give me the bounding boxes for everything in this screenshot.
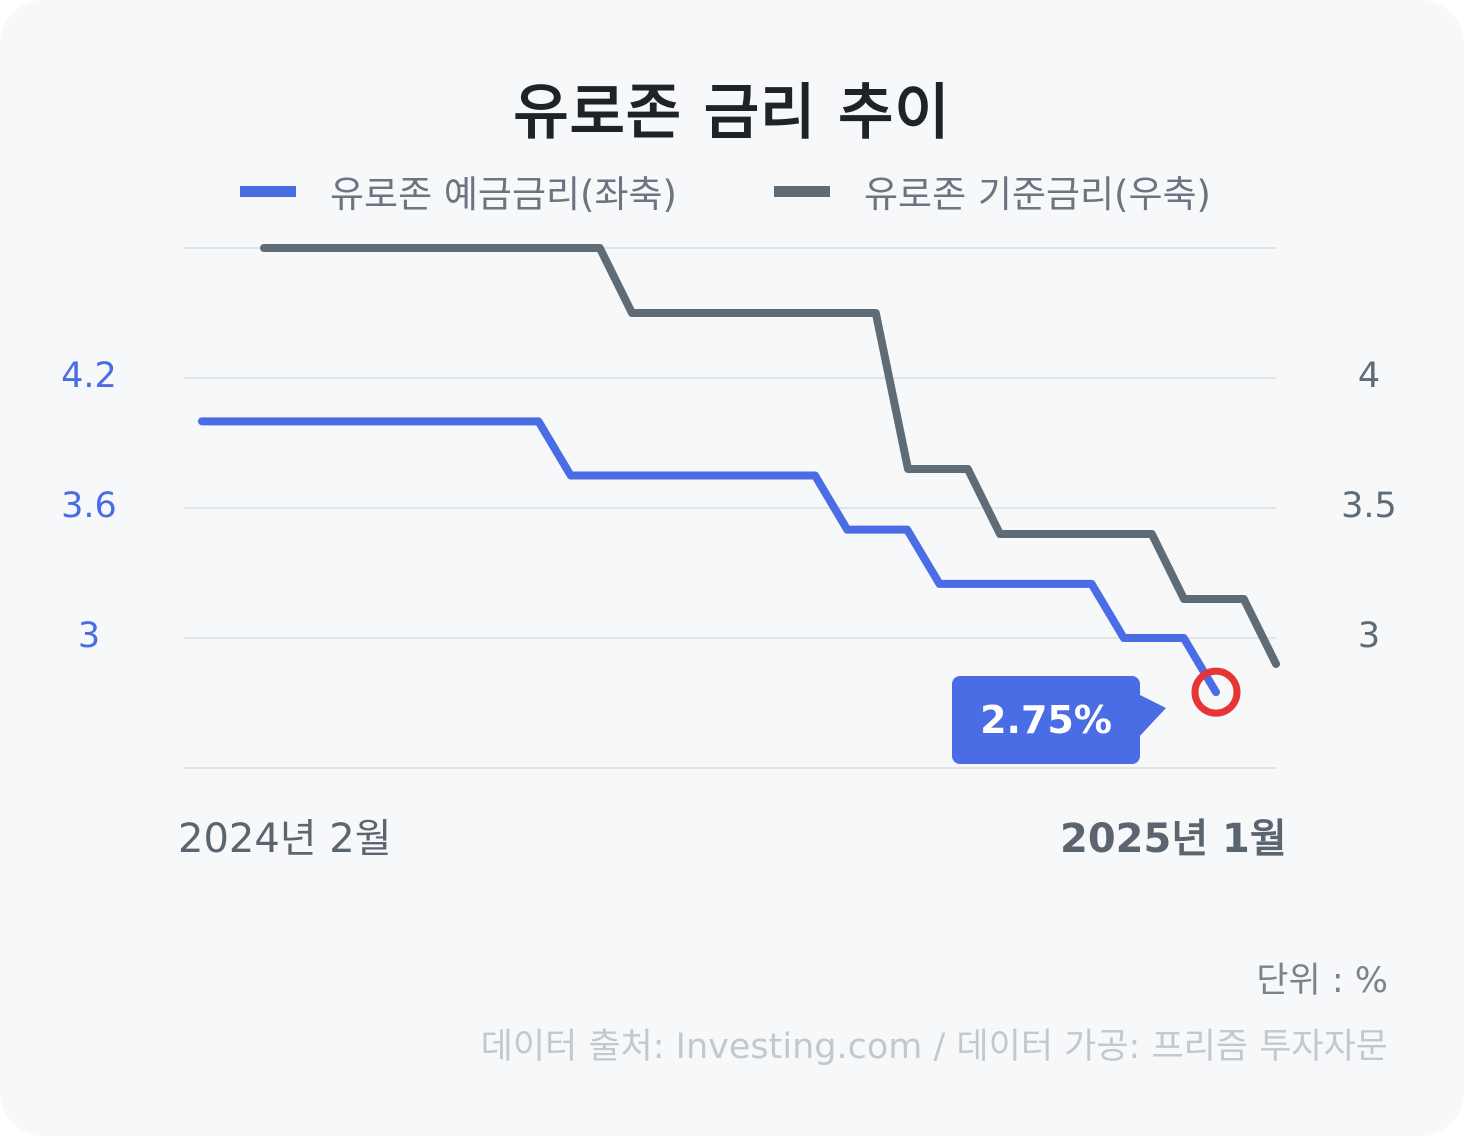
legend-label-base-rate: 유로존 기준금리(우축) (864, 173, 1211, 216)
x-tick-label-end: 2025년 1월 (1060, 816, 1287, 862)
legend-swatch-deposit-rate (240, 185, 296, 197)
source-label: 데이터 출처: Investing.com / 데이터 가공: 프리즘 투자자문 (480, 1027, 1388, 1067)
legend-item-base-rate: 유로존 기준금리(우축) (774, 166, 1211, 216)
callout-pointer (1138, 694, 1166, 738)
chart-title: 유로존 금리 추이 (513, 78, 951, 148)
highlight-marker (1191, 667, 1241, 717)
y-right-tick-label: 4 (1357, 356, 1381, 396)
y-left-tick-label: 4.2 (61, 356, 117, 396)
y-right-tick-label: 3.5 (1341, 486, 1397, 526)
value-callout: 2.75% (952, 676, 1140, 764)
legend-item-deposit-rate: 유로존 예금금리(좌축) (240, 166, 677, 216)
series-line-deposit-rate (198, 417, 1220, 697)
x-tick-label-start: 2024년 2월 (178, 816, 392, 862)
unit-label: 단위 : % (1256, 961, 1388, 1001)
y-right-tick-label: 3 (1357, 616, 1381, 656)
legend-label-deposit-rate: 유로존 예금금리(좌축) (330, 173, 677, 216)
legend-swatch-base-rate (774, 185, 830, 197)
y-left-tick-label: 3 (77, 616, 101, 656)
series-line-base-rate (260, 244, 1280, 668)
y-left-tick-label: 3.6 (61, 486, 117, 526)
